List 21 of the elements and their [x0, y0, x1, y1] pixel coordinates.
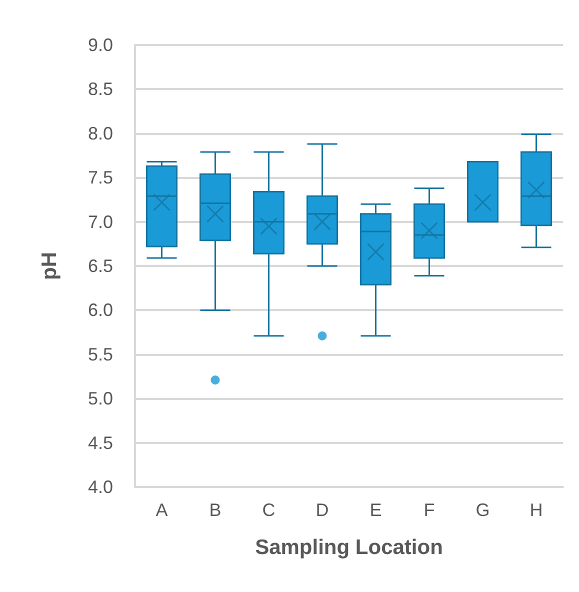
- x-tick-label: C: [262, 500, 276, 520]
- y-tick-label: 4.0: [88, 477, 113, 497]
- y-tick-label: 8.0: [88, 123, 113, 144]
- x-axis-title: Sampling Location: [255, 536, 443, 559]
- x-tick-label: F: [424, 500, 435, 520]
- y-tick-label: 7.0: [88, 212, 113, 232]
- x-tick-label: H: [530, 500, 543, 520]
- y-tick-label: 7.5: [88, 168, 113, 188]
- x-tick-label: D: [316, 500, 329, 520]
- y-tick-label: 5.5: [88, 344, 113, 364]
- y-tick-label: 6.0: [88, 300, 113, 320]
- y-axis-title: pH: [38, 252, 61, 280]
- y-tick-label: 6.5: [88, 256, 113, 276]
- y-tick-label: 8.5: [88, 79, 113, 100]
- x-tick-label: E: [370, 500, 382, 520]
- x-tick-label: B: [209, 500, 222, 520]
- y-tick-label: 9.0: [88, 35, 113, 55]
- y-tick-label: 4.5: [88, 432, 113, 453]
- x-tick-label: A: [156, 500, 168, 520]
- x-tick-label: G: [476, 500, 490, 520]
- y-tick-label: 5.0: [88, 388, 113, 409]
